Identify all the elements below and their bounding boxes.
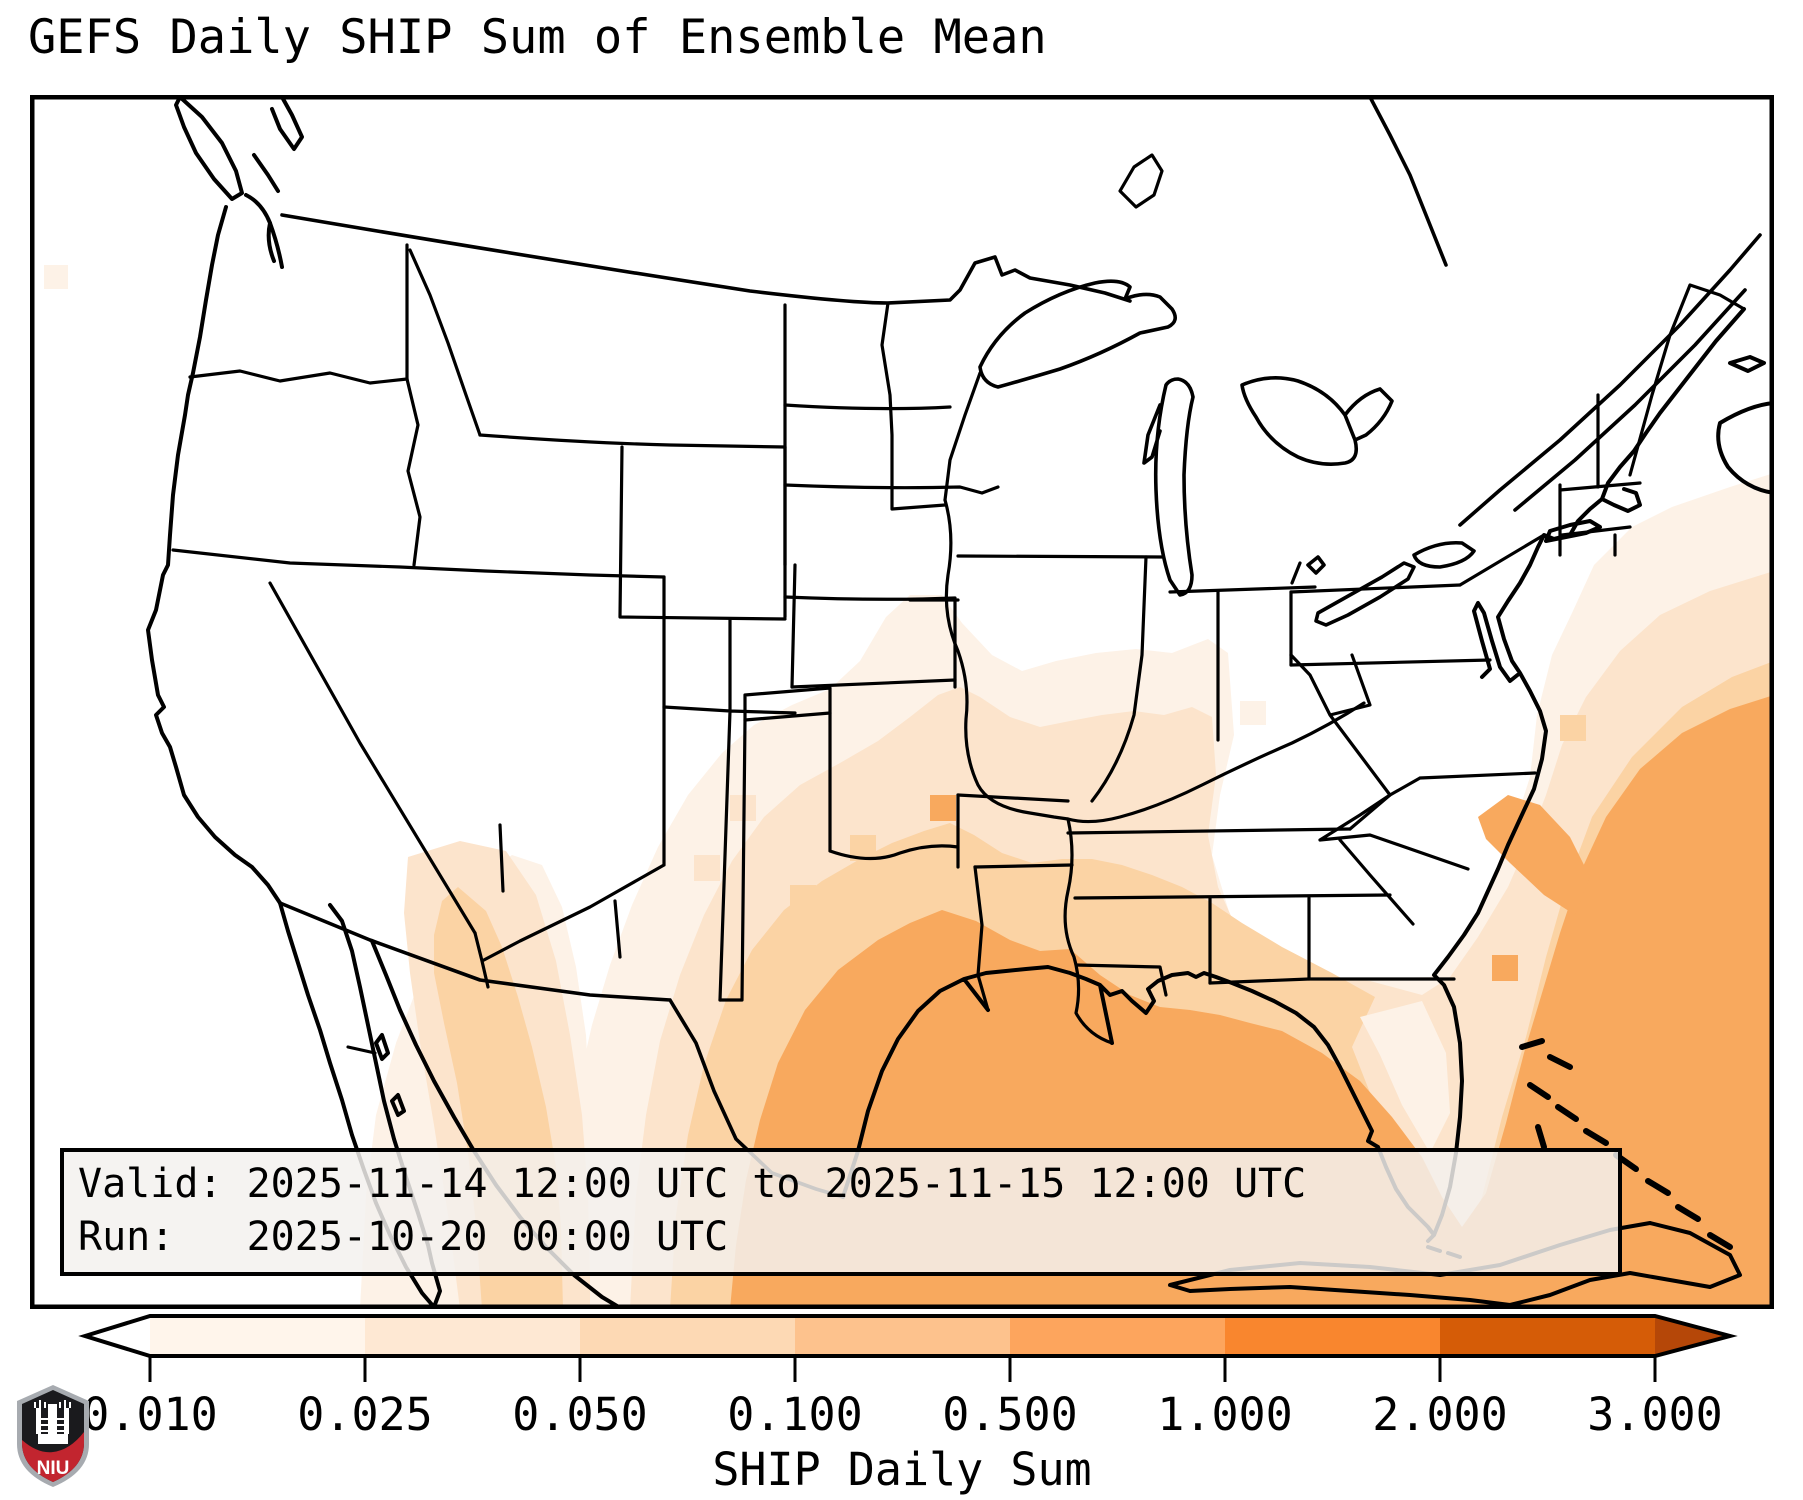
canada-border xyxy=(280,213,1132,305)
nova-scotia xyxy=(1716,355,1774,495)
tn-ms-al-ga-border xyxy=(1073,893,1392,900)
gulf-atlantic-coast xyxy=(841,307,1746,1243)
colorbar-tick-label: 0.500 xyxy=(942,1388,1077,1441)
st-lawrence xyxy=(1368,95,1762,527)
ut-az-nm-co-border xyxy=(662,705,797,1002)
nd-sd-border xyxy=(783,403,952,411)
nm-tx-border xyxy=(718,718,747,1002)
nc-sc-ga-borders xyxy=(1318,793,1470,926)
nv-ut-az-border xyxy=(473,575,666,989)
colorbar-segment xyxy=(580,1316,795,1356)
valid-text: Valid: 2025-11-14 12:00 UTC to 2025-11-1… xyxy=(78,1161,1307,1207)
mi-south-border xyxy=(1168,561,1317,594)
mt-wy-border xyxy=(478,433,787,449)
us-map xyxy=(30,95,1774,1309)
ks-ok-border xyxy=(790,678,957,689)
colorbar-over-arrow xyxy=(1655,1316,1730,1356)
map-linework xyxy=(146,95,1774,1309)
lake-erie xyxy=(1306,555,1416,627)
vancouver-island-coast xyxy=(174,95,244,201)
or-id-border xyxy=(405,377,422,567)
ga-fl-border xyxy=(1208,977,1456,985)
castle-icon xyxy=(34,1400,71,1444)
page-title: GEFS Daily SHIP Sum of Ensemble Mean xyxy=(28,10,1047,65)
or-ca-nv-border xyxy=(171,548,666,579)
colorbar-tick-label: 2.000 xyxy=(1372,1388,1507,1441)
logo-text: NIU xyxy=(37,1458,70,1479)
wi-il-border xyxy=(956,554,1164,559)
wa-or-border xyxy=(188,369,409,385)
co-ks-border xyxy=(790,563,797,689)
ar-la-border xyxy=(973,863,1074,869)
colorbar-tick-label: 0.050 xyxy=(512,1388,647,1441)
colorbar-under-arrow xyxy=(85,1316,150,1356)
la-ms-border xyxy=(1074,963,1168,997)
tx-la-border xyxy=(973,865,990,1012)
colorbar-tick-label: 0.010 xyxy=(82,1388,217,1441)
colorbar-tick-label: 1.000 xyxy=(1157,1388,1292,1441)
ky-tn-border xyxy=(1066,827,1352,835)
pa-md-borders xyxy=(1289,583,1492,667)
colorbar-segment xyxy=(795,1316,1010,1356)
colorbar-tick-label: 0.100 xyxy=(727,1388,862,1441)
bahamas-islands xyxy=(1519,1038,1733,1250)
lake-michigan xyxy=(1142,377,1195,597)
lake-nipigon xyxy=(1118,153,1164,209)
niu-logo: NIU xyxy=(17,1385,89,1487)
id-mt-border xyxy=(408,248,482,437)
colorbar-segment xyxy=(1010,1316,1225,1356)
gulf-california-islands xyxy=(374,1033,406,1117)
map-panel: Valid: 2025-11-14 12:00 UTC to 2025-11-1… xyxy=(30,95,1774,1309)
mississippi-river xyxy=(943,498,1114,1045)
lake-superior xyxy=(978,279,1177,389)
colorbar: 0.010 0.025 0.050 0.100 0.500 1.000 2.000 3.000 xyxy=(78,1314,1738,1441)
shield-red-band xyxy=(22,1432,84,1482)
lake-ontario xyxy=(1412,540,1476,569)
lake-huron xyxy=(1240,376,1394,466)
sd-ne-border xyxy=(783,483,1000,495)
colorbar-label: SHIP Daily Sum xyxy=(712,1443,1092,1496)
il-in-border xyxy=(1090,555,1148,803)
colorbar-tick-label: 0.025 xyxy=(297,1388,432,1441)
ny-nj-ne-borders xyxy=(1458,333,1672,587)
colorbar-segment xyxy=(365,1316,580,1356)
pacific-coast xyxy=(146,205,282,905)
ca-nv-border xyxy=(268,581,477,935)
wy-borders xyxy=(618,445,787,621)
long-island xyxy=(1544,519,1602,543)
colorbar-segment xyxy=(150,1316,365,1356)
info-box: Valid: 2025-11-14 12:00 UTC to 2025-11-1… xyxy=(60,1148,1622,1276)
mn-borders xyxy=(880,301,982,511)
ohio-river xyxy=(1066,701,1366,824)
colorbar-tick-label: 3.000 xyxy=(1587,1388,1722,1441)
ok-tx-border xyxy=(828,711,960,869)
map-frame xyxy=(30,95,1774,1309)
ia-mo-borders xyxy=(908,598,1070,803)
run-text: Run: 2025-10-20 00:00 UTC xyxy=(78,1214,729,1260)
colorbar-segment xyxy=(1440,1316,1655,1356)
colorbar-segment xyxy=(1225,1316,1440,1356)
ok-panhandle xyxy=(743,686,832,722)
mexico-state-lines xyxy=(346,823,622,1055)
me-nb-border xyxy=(1668,283,1746,337)
puget-sound-coast xyxy=(244,95,304,269)
cape-cod xyxy=(1600,487,1642,513)
